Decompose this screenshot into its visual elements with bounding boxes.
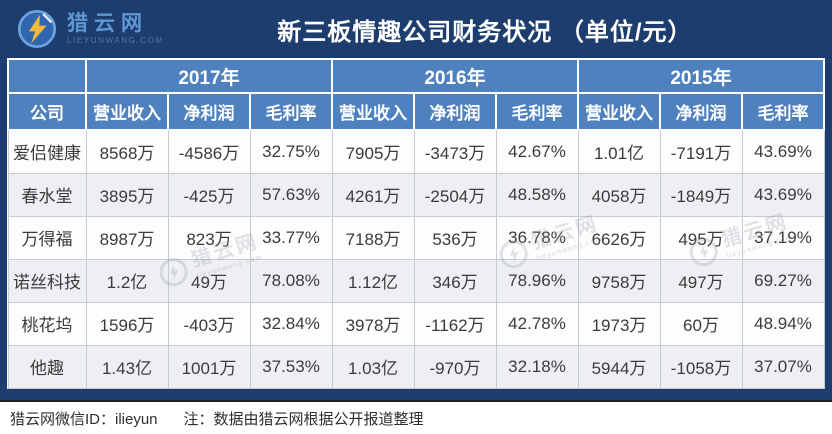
- company-cell: 爱侣健康: [7, 129, 87, 174]
- value-cell: 5944万: [577, 344, 661, 389]
- table-row: 春水堂 3895万 -425万 57.63% 4261万 -2504万 48.58% 4058…: [7, 172, 825, 217]
- value-cell: 36.78%: [495, 215, 579, 260]
- value-cell: 43.69%: [741, 172, 825, 217]
- table-row: 他趣 1.43亿 1001万 37.53% 1.03亿 -970万 32.18% 5944万 -…: [7, 344, 825, 389]
- value-cell: 6626万: [577, 215, 661, 260]
- metric-header-margin: 毛利率: [249, 92, 333, 131]
- metric-header-row: 公司 营业收入 净利润 毛利率 营业收入 净利润 毛利率 营业收入 净利润 毛利…: [7, 92, 825, 131]
- metric-header-profit: 净利润: [659, 92, 743, 131]
- value-cell: 8568万: [85, 129, 169, 174]
- metric-header-margin: 毛利率: [741, 92, 825, 131]
- value-cell: 4261万: [331, 172, 415, 217]
- value-cell: 536万: [413, 215, 497, 260]
- financial-table-wrap: 2017年 2016年 2015年 公司 营业收入 净利润 毛利率 营业收入 净…: [0, 58, 832, 389]
- value-cell: 497万: [659, 258, 743, 303]
- value-cell: 32.75%: [249, 129, 333, 174]
- table-row: 爱侣健康 8568万 -4586万 32.75% 7905万 -3473万 42.67% 1.…: [7, 129, 825, 174]
- value-cell: 823万: [167, 215, 251, 260]
- value-cell: 78.08%: [249, 258, 333, 303]
- table-row: 万得福 8987万 823万 33.77% 7188万 536万 36.78% 6626万 49…: [7, 215, 825, 260]
- value-cell: 43.69%: [741, 129, 825, 174]
- page-title: 新三板情趣公司财务状况 （单位/元）: [277, 18, 693, 46]
- value-cell: 33.77%: [249, 215, 333, 260]
- value-cell: 42.78%: [495, 301, 579, 346]
- value-cell: 1.43亿: [85, 344, 169, 389]
- value-cell: 78.96%: [495, 258, 579, 303]
- logo-text: 猎云网 LIEYUNWANG.COM: [67, 13, 164, 45]
- value-cell: 1596万: [85, 301, 169, 346]
- value-cell: 346万: [413, 258, 497, 303]
- value-cell: 32.84%: [249, 301, 333, 346]
- company-cell: 春水堂: [7, 172, 87, 217]
- lightning-bolt-circle-icon: [18, 10, 56, 48]
- logo-name: 猎云网: [67, 12, 148, 35]
- metric-header-margin: 毛利率: [495, 92, 579, 131]
- value-cell: 1001万: [167, 344, 251, 389]
- value-cell: 495万: [659, 215, 743, 260]
- year-header-2015: 2015年: [577, 58, 825, 94]
- value-cell: 48.94%: [741, 301, 825, 346]
- value-cell: -7191万: [659, 129, 743, 174]
- value-cell: 1.01亿: [577, 129, 661, 174]
- value-cell: -3473万: [413, 129, 497, 174]
- value-cell: -2504万: [413, 172, 497, 217]
- value-cell: -1849万: [659, 172, 743, 217]
- value-cell: 37.19%: [741, 215, 825, 260]
- header-banner: 猎云网 LIEYUNWANG.COM 新三板情趣公司财务状况 （单位/元）: [0, 0, 832, 58]
- year-header-row: 2017年 2016年 2015年: [7, 58, 825, 94]
- metric-header-revenue: 营业收入: [85, 92, 169, 131]
- value-cell: 3895万: [85, 172, 169, 217]
- value-cell: 48.58%: [495, 172, 579, 217]
- value-cell: 57.63%: [249, 172, 333, 217]
- footer-wechat-id: 猎云网微信ID：ilieyun: [10, 410, 158, 428]
- company-header: 公司: [7, 92, 87, 131]
- table-row: 诺丝科技 1.2亿 49万 78.08% 1.12亿 346万 78.96% 9758万 497…: [7, 258, 825, 303]
- logo-url: LIEYUNWANG.COM: [67, 36, 164, 45]
- value-cell: 1.12亿: [331, 258, 415, 303]
- value-cell: -4586万: [167, 129, 251, 174]
- table-body: 爱侣健康 8568万 -4586万 32.75% 7905万 -3473万 42.67% 1.…: [7, 129, 825, 389]
- metric-header-revenue: 营业收入: [331, 92, 415, 131]
- corner-cell: [7, 58, 87, 94]
- value-cell: 42.67%: [495, 129, 579, 174]
- value-cell: 4058万: [577, 172, 661, 217]
- metric-header-profit: 净利润: [167, 92, 251, 131]
- value-cell: 1.2亿: [85, 258, 169, 303]
- table-head: 2017年 2016年 2015年 公司 营业收入 净利润 毛利率 营业收入 净…: [7, 58, 825, 131]
- footer-bar: 猎云网微信ID：ilieyun 注：数据由猎云网根据公开报道整理: [0, 400, 832, 434]
- value-cell: 3978万: [331, 301, 415, 346]
- company-cell: 桃花坞: [7, 301, 87, 346]
- value-cell: 60万: [659, 301, 743, 346]
- value-cell: 49万: [167, 258, 251, 303]
- company-cell: 他趣: [7, 344, 87, 389]
- value-cell: 8987万: [85, 215, 169, 260]
- value-cell: 37.07%: [741, 344, 825, 389]
- value-cell: 7905万: [331, 129, 415, 174]
- footer-note: 注：数据由猎云网根据公开报道整理: [183, 410, 424, 428]
- financial-table: 2017年 2016年 2015年 公司 营业收入 净利润 毛利率 营业收入 净…: [7, 58, 825, 389]
- value-cell: 7188万: [331, 215, 415, 260]
- year-header-2016: 2016年: [331, 58, 579, 94]
- metric-header-revenue: 营业收入: [577, 92, 661, 131]
- value-cell: 32.18%: [495, 344, 579, 389]
- value-cell: 37.53%: [249, 344, 333, 389]
- value-cell: 9758万: [577, 258, 661, 303]
- value-cell: -970万: [413, 344, 497, 389]
- value-cell: -425万: [167, 172, 251, 217]
- value-cell: -1162万: [413, 301, 497, 346]
- value-cell: 1.03亿: [331, 344, 415, 389]
- metric-header-profit: 净利润: [413, 92, 497, 131]
- value-cell: -1058万: [659, 344, 743, 389]
- year-header-2017: 2017年: [85, 58, 333, 94]
- value-cell: 69.27%: [741, 258, 825, 303]
- lieyun-logo: 猎云网 LIEYUNWANG.COM: [16, 8, 164, 50]
- company-cell: 万得福: [7, 215, 87, 260]
- value-cell: 1973万: [577, 301, 661, 346]
- table-row: 桃花坞 1596万 -403万 32.84% 3978万 -1162万 42.78% 1973…: [7, 301, 825, 346]
- value-cell: -403万: [167, 301, 251, 346]
- company-cell: 诺丝科技: [7, 258, 87, 303]
